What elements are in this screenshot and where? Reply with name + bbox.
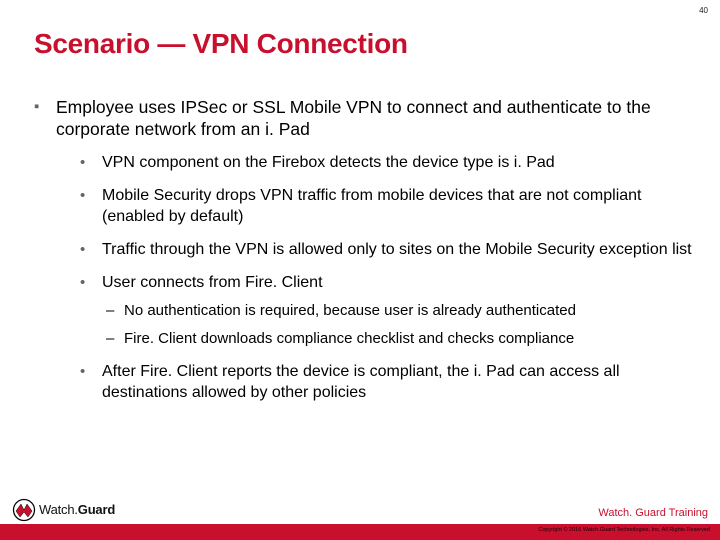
footer-top-row: Watch.Guard Watch. Guard Training [0,488,720,526]
bullet-level2: • Traffic through the VPN is allowed onl… [80,239,692,260]
bullet-text: Traffic through the VPN is allowed only … [102,239,692,260]
bullet-text: After Fire. Client reports the device is… [102,361,692,403]
brand-name: Watch.Guard [39,501,115,519]
slide: 40 Scenario — VPN Connection ▪ Employee … [0,0,720,540]
bullet-level3: – No authentication is required, because… [106,301,692,321]
square-bullet-icon: ▪ [34,96,56,140]
bullet-text: Fire. Client downloads compliance checkl… [124,329,692,349]
copyright-text: Copyright © 2016 Watch.Guard Technologie… [0,526,720,533]
disc-bullet-icon: • [80,185,102,227]
bullet-level1: ▪ Employee uses IPSec or SSL Mobile VPN … [34,96,692,140]
brand-word-1: Watch. [39,502,78,517]
bullet-text: Employee uses IPSec or SSL Mobile VPN to… [56,96,692,140]
bullet-text: VPN component on the Firebox detects the… [102,152,692,173]
footer-red-bar: Copyright © 2016 Watch.Guard Technologie… [0,526,720,540]
brand-word-2: Guard [78,502,115,517]
slide-body: ▪ Employee uses IPSec or SSL Mobile VPN … [34,96,692,403]
page-number: 40 [699,6,708,15]
brand-logo: Watch.Guard [12,498,115,522]
disc-bullet-icon: • [80,272,102,293]
bullet-level2: • Mobile Security drops VPN traffic from… [80,185,692,227]
disc-bullet-icon: • [80,152,102,173]
bullet-level2: • After Fire. Client reports the device … [80,361,692,403]
slide-footer: Watch.Guard Watch. Guard Training Copyri… [0,488,720,540]
slide-title: Scenario — VPN Connection [34,28,408,60]
bullet-text: Mobile Security drops VPN traffic from m… [102,185,692,227]
dash-bullet-icon: – [106,301,124,321]
bullet-text: No authentication is required, because u… [124,301,692,321]
bullet-level3: – Fire. Client downloads compliance chec… [106,329,692,349]
watchguard-logo-icon [12,498,36,522]
bullet-level2: • User connects from Fire. Client [80,272,692,293]
level2-group: • VPN component on the Firebox detects t… [80,152,692,403]
bullet-text: User connects from Fire. Client [102,272,692,293]
training-label: Watch. Guard Training [598,507,708,522]
disc-bullet-icon: • [80,239,102,260]
disc-bullet-icon: • [80,361,102,403]
dash-bullet-icon: – [106,329,124,349]
bullet-level2: • VPN component on the Firebox detects t… [80,152,692,173]
level3-group: – No authentication is required, because… [106,301,692,349]
